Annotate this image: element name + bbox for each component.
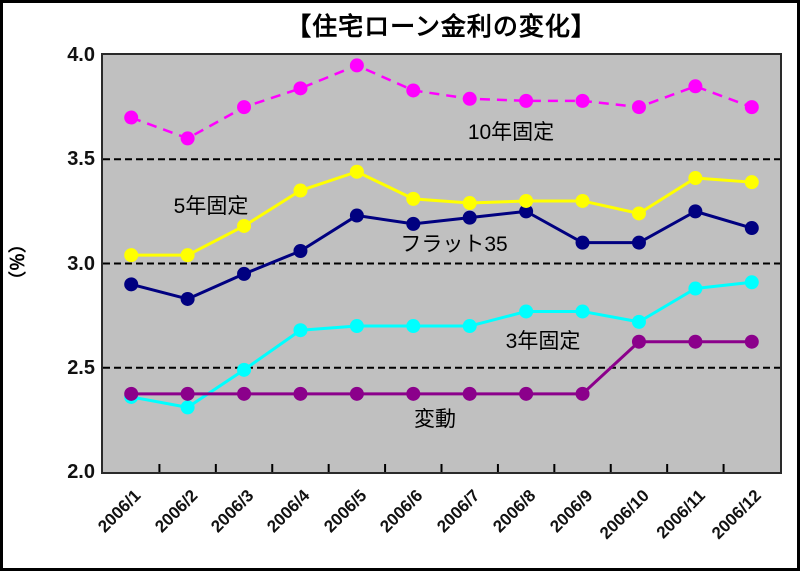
x-axis-label: 2006/9 [545,486,596,537]
series-label-flat35: フラット35 [400,233,508,256]
data-point-5yr-fixed [519,193,534,208]
data-point-variable [631,334,646,349]
data-point-5yr-fixed [744,175,759,190]
data-point-5yr-fixed [688,171,703,186]
data-point-variable [744,334,759,349]
data-point-10yr-fixed [462,91,477,106]
data-point-flat35 [124,277,139,292]
data-point-variable [688,334,703,349]
data-point-10yr-fixed [575,93,590,108]
data-point-3yr-fixed [406,319,421,334]
data-point-variable [237,386,252,401]
x-axis-label: 2006/6 [376,486,427,537]
data-point-10yr-fixed [349,58,364,73]
x-axis-label: 2006/2 [150,486,202,537]
data-point-5yr-fixed [631,206,646,221]
x-axis-label: 2006/3 [207,486,258,537]
data-point-5yr-fixed [293,183,308,198]
data-point-flat35 [180,291,195,306]
data-point-3yr-fixed [688,281,703,296]
data-point-10yr-fixed [237,100,252,115]
data-point-3yr-fixed [744,275,759,290]
y-axis-label: 2.0 [67,461,95,483]
series-label-3yr-fixed: 3年固定 [505,330,581,353]
series-label-10yr-fixed: 10年固定 [467,121,555,144]
series-label-variable: 変動 [414,408,456,431]
data-point-10yr-fixed [744,100,759,115]
data-point-flat35 [237,266,252,281]
y-axis-unit-label: （％） [8,235,28,289]
data-point-flat35 [406,216,421,231]
y-axis-label: 3.0 [67,252,95,275]
data-point-variable [406,386,421,401]
data-point-3yr-fixed [631,314,646,329]
y-axis-label: 2.5 [67,356,95,379]
data-point-flat35 [519,204,534,219]
data-point-flat35 [349,208,364,223]
data-point-3yr-fixed [462,319,477,334]
data-point-5yr-fixed [462,196,477,211]
plot-area: 10年固定フラット35 5年固定 3年固定変動 [101,53,782,474]
data-point-variable [124,386,139,401]
data-point-5yr-fixed [180,248,195,263]
data-point-flat35 [462,210,477,225]
data-point-5yr-fixed [406,191,421,206]
data-point-3yr-fixed [293,323,308,338]
data-point-3yr-fixed [349,319,364,334]
data-point-flat35 [575,235,590,250]
data-point-10yr-fixed [406,83,421,98]
series-line-3yr-fixed [130,280,752,409]
series-line-10yr-fixed [130,64,753,140]
data-point-10yr-fixed [688,79,703,94]
data-point-10yr-fixed [293,81,308,96]
series-line-variable [131,340,752,396]
y-axis-label: 4.0 [67,44,95,66]
series-line-5yr-fixed [131,170,752,257]
data-point-flat35 [744,221,759,236]
data-point-variable [575,386,590,401]
data-point-3yr-fixed [237,362,252,377]
data-point-5yr-fixed [124,248,139,263]
data-point-3yr-fixed [575,304,590,319]
data-point-10yr-fixed [519,93,534,108]
data-point-variable [349,386,364,401]
data-point-10yr-fixed [180,131,195,146]
x-axis-label: 2006/1 [94,486,145,537]
series-label-5yr-fixed: 5年固定 [173,195,249,218]
data-point-variable [180,386,195,401]
data-point-flat35 [293,243,308,258]
data-point-variable [519,386,534,401]
series-line-flat35 [130,209,753,301]
x-axis-label: 2006/8 [489,486,540,537]
data-point-10yr-fixed [124,110,139,125]
data-point-5yr-fixed [349,164,364,179]
x-axis-label: 2006/12 [708,486,766,543]
plot-svg [103,58,780,472]
x-axis-label: 2006/10 [595,486,653,543]
data-point-flat35 [631,235,646,250]
x-axis-label: 2006/11 [652,486,709,543]
data-point-3yr-fixed [519,304,534,319]
chart-title: 【住宅ローン金利の変化】 [286,13,597,41]
data-point-flat35 [688,204,703,219]
data-point-3yr-fixed [180,400,195,415]
data-point-5yr-fixed [237,218,252,233]
data-point-variable [462,386,477,401]
y-axis-label: 3.5 [67,148,95,171]
data-point-10yr-fixed [631,100,646,115]
data-point-variable [293,386,308,401]
x-axis-label: 2006/7 [432,486,484,537]
data-point-5yr-fixed [575,193,590,208]
x-axis-label: 2006/4 [263,486,314,537]
x-axis-label: 2006/5 [320,486,371,537]
